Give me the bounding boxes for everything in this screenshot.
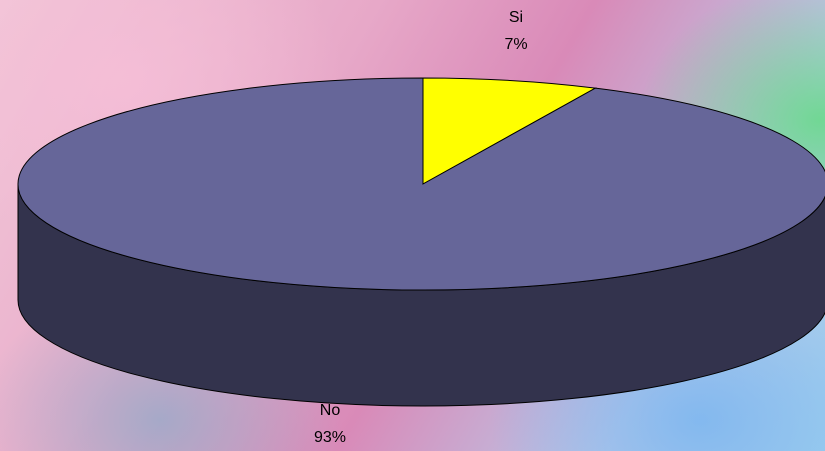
slice-label: No: [320, 402, 341, 419]
chart: Si 7% No 93%: [0, 0, 825, 451]
slice: [18, 78, 825, 290]
slice-value-label: 93%: [314, 429, 346, 446]
slice-value-label: 7%: [504, 36, 527, 53]
pie: [18, 78, 825, 406]
slice-label: Si: [509, 9, 523, 26]
page: {"chart_data": {"type": "pie", "categori…: [0, 0, 825, 451]
